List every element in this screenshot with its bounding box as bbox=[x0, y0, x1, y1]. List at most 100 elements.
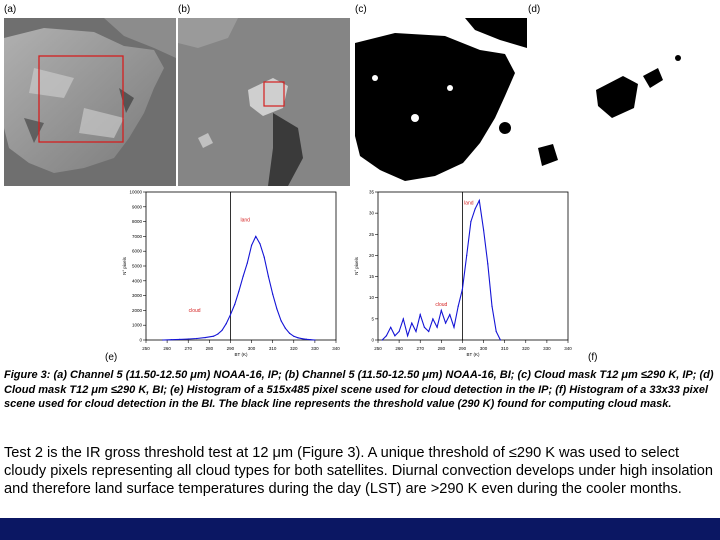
data-point bbox=[411, 322, 413, 324]
data-point bbox=[453, 326, 455, 328]
data-point bbox=[305, 338, 308, 340]
y-tick-label: 7000 bbox=[132, 234, 143, 239]
y-tick-label: 0 bbox=[139, 338, 142, 343]
data-point bbox=[225, 323, 227, 325]
data-point bbox=[398, 330, 400, 333]
data-point bbox=[212, 335, 215, 337]
data-point bbox=[415, 330, 417, 333]
x-tick-label: 310 bbox=[501, 346, 509, 351]
data-point bbox=[474, 208, 476, 210]
data-point bbox=[381, 339, 383, 341]
data-point bbox=[478, 199, 480, 202]
data-point bbox=[250, 244, 253, 246]
data-point bbox=[419, 314, 421, 316]
data-point bbox=[255, 235, 257, 237]
panel-label-e: (e) bbox=[105, 352, 118, 363]
panel-c-cloud-mask bbox=[355, 18, 527, 186]
data-point bbox=[314, 339, 316, 341]
x-tick-label: 290 bbox=[459, 346, 467, 351]
x-tick-label: 290 bbox=[227, 346, 235, 351]
panel-a-ir-image bbox=[4, 18, 176, 186]
y-tick-label: 1000 bbox=[132, 323, 143, 328]
x-tick-label: 250 bbox=[142, 346, 150, 351]
x-tick-label: 270 bbox=[416, 346, 424, 351]
histogram-f: 250 260 270 280 290 300 310 320 330 340 0 5 10 15 20 25… bbox=[354, 190, 572, 358]
data-point bbox=[204, 337, 206, 339]
data-point bbox=[495, 330, 497, 333]
data-point bbox=[297, 337, 299, 339]
ir-image-ip bbox=[4, 18, 176, 186]
data-point bbox=[390, 326, 392, 328]
panel-label-d: (d) bbox=[528, 4, 541, 15]
data-point bbox=[432, 318, 434, 320]
footer-bar bbox=[0, 518, 720, 540]
data-point bbox=[246, 262, 248, 264]
y-axis-label: N° pixels bbox=[354, 256, 359, 275]
data-point bbox=[196, 337, 198, 340]
data-point bbox=[406, 335, 409, 337]
data-point bbox=[423, 326, 426, 328]
panel-label-c: (c) bbox=[355, 4, 367, 15]
data-point bbox=[470, 221, 472, 223]
data-point bbox=[444, 322, 447, 324]
x-tick-label: 300 bbox=[248, 346, 256, 351]
annotation-land: land bbox=[240, 218, 250, 224]
data-point bbox=[385, 335, 388, 337]
data-point bbox=[293, 335, 295, 337]
annotation-cloud: cloud bbox=[189, 308, 201, 314]
panel-label-b: (b) bbox=[178, 4, 191, 15]
panel-label-f: (f) bbox=[588, 352, 598, 363]
data-point bbox=[272, 293, 274, 295]
plot-frame bbox=[145, 191, 337, 341]
data-point bbox=[259, 243, 261, 245]
y-tick-label: 25 bbox=[369, 232, 375, 237]
y-tick-label: 20 bbox=[369, 253, 375, 258]
data-point bbox=[242, 275, 244, 277]
data-point bbox=[288, 332, 291, 334]
data-point bbox=[187, 338, 189, 340]
x-tick-label: 250 bbox=[374, 346, 382, 351]
x-tick-label: 260 bbox=[395, 346, 403, 351]
y-tick-label: 15 bbox=[369, 274, 375, 279]
body-paragraph: Test 2 is the IR gross threshold test at… bbox=[4, 445, 714, 497]
y-tick-label: 0 bbox=[371, 338, 374, 343]
data-point bbox=[263, 256, 265, 258]
data-point bbox=[428, 330, 430, 333]
data-point bbox=[310, 339, 312, 341]
y-tick-label: 5000 bbox=[132, 264, 143, 269]
data-point bbox=[491, 305, 493, 307]
y-tick-label: 8000 bbox=[132, 219, 143, 224]
data-point bbox=[238, 290, 240, 292]
x-tick-label: 340 bbox=[564, 346, 572, 351]
data-point bbox=[457, 305, 459, 307]
cloud-mask-ip bbox=[355, 18, 527, 186]
data-point bbox=[170, 339, 172, 341]
ir-image-bi bbox=[178, 18, 350, 186]
y-tick-label: 9000 bbox=[132, 204, 143, 209]
data-point bbox=[280, 320, 282, 322]
data-point bbox=[301, 338, 303, 340]
y-tick-label: 30 bbox=[369, 211, 375, 216]
x-tick-label: 320 bbox=[290, 346, 298, 351]
x-tick-label: 280 bbox=[438, 346, 446, 351]
data-point bbox=[162, 339, 164, 341]
y-tick-label: 6000 bbox=[132, 249, 143, 254]
x-tick-label: 300 bbox=[480, 346, 488, 351]
data-point bbox=[217, 333, 219, 335]
data-point bbox=[461, 288, 464, 290]
data-point bbox=[229, 314, 232, 316]
y-tick-label: 4000 bbox=[132, 278, 143, 283]
red-roi-box bbox=[38, 55, 124, 143]
data-point bbox=[466, 254, 468, 257]
histogram-e: 250 260 270 280 290 300 310 320 330 340 0 1000 2000 3… bbox=[122, 190, 340, 358]
x-tick-label: 330 bbox=[311, 346, 319, 351]
data-point bbox=[276, 308, 278, 310]
data-point bbox=[267, 275, 270, 277]
data-point bbox=[499, 339, 502, 341]
x-tick-label: 280 bbox=[206, 346, 214, 351]
annotation-cloud: cloud bbox=[435, 302, 447, 308]
data-point bbox=[234, 303, 236, 306]
x-tick-label: 260 bbox=[163, 346, 171, 351]
x-axis-label: BT (K) bbox=[467, 352, 480, 357]
data-point bbox=[449, 314, 451, 316]
